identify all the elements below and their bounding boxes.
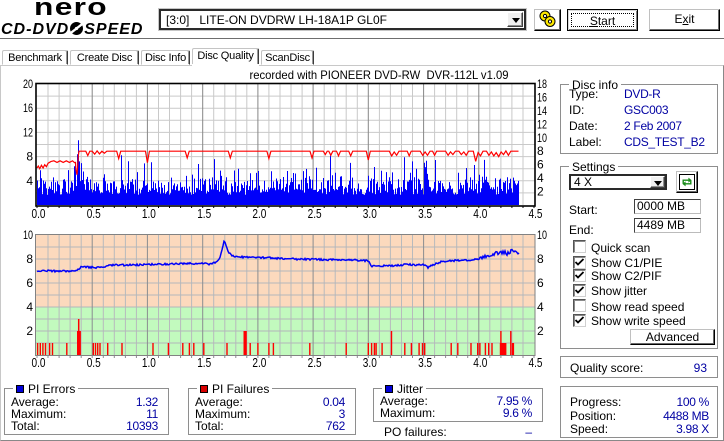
svg-text:0.0: 0.0 — [32, 356, 46, 370]
svg-text:14: 14 — [537, 104, 547, 118]
svg-text:20: 20 — [23, 77, 33, 91]
svg-text:10: 10 — [537, 131, 547, 145]
svg-text:8: 8 — [537, 252, 544, 266]
svg-text:4: 4 — [537, 171, 544, 185]
svg-text:10: 10 — [23, 228, 33, 242]
svg-text:4.5: 4.5 — [529, 207, 543, 221]
svg-text:4.0: 4.0 — [473, 207, 487, 221]
svg-text:2.0: 2.0 — [252, 207, 266, 221]
svg-text:4: 4 — [537, 300, 544, 314]
svg-text:2: 2 — [537, 324, 544, 338]
svg-text:0.0: 0.0 — [32, 207, 46, 221]
svg-text:12: 12 — [537, 117, 547, 131]
svg-text:16: 16 — [23, 101, 33, 115]
svg-text:6: 6 — [26, 276, 33, 290]
svg-text:3.5: 3.5 — [418, 207, 432, 221]
svg-text:0.5: 0.5 — [87, 356, 101, 370]
svg-text:recorded with PIONEER DVD-RW: recorded with PIONEER DVD-RW DVR-112L v1… — [250, 68, 509, 82]
svg-text:4.5: 4.5 — [529, 356, 543, 370]
svg-text:1.0: 1.0 — [142, 207, 156, 221]
svg-text:2.0: 2.0 — [252, 356, 266, 370]
svg-text:12: 12 — [23, 125, 33, 139]
svg-text:8: 8 — [537, 144, 544, 158]
svg-text:2: 2 — [537, 185, 544, 199]
svg-text:2.5: 2.5 — [308, 356, 322, 370]
svg-text:2: 2 — [26, 324, 33, 338]
svg-text:18: 18 — [537, 77, 547, 91]
svg-text:6: 6 — [537, 276, 544, 290]
svg-text:3.0: 3.0 — [363, 207, 377, 221]
svg-text:1.0: 1.0 — [142, 356, 156, 370]
svg-text:1.5: 1.5 — [197, 356, 211, 370]
svg-text:4.0: 4.0 — [473, 356, 487, 370]
svg-text:10: 10 — [537, 228, 547, 242]
svg-text:6: 6 — [537, 158, 544, 172]
svg-text:3.5: 3.5 — [418, 356, 432, 370]
svg-text:4: 4 — [26, 174, 33, 188]
svg-text:4: 4 — [26, 300, 33, 314]
svg-text:8: 8 — [26, 252, 33, 266]
svg-text:1.5: 1.5 — [197, 207, 211, 221]
svg-text:0.5: 0.5 — [87, 207, 101, 221]
svg-text:8: 8 — [26, 150, 33, 164]
svg-text:2.5: 2.5 — [308, 207, 322, 221]
svg-text:16: 16 — [537, 90, 547, 104]
svg-text:3.0: 3.0 — [363, 356, 377, 370]
